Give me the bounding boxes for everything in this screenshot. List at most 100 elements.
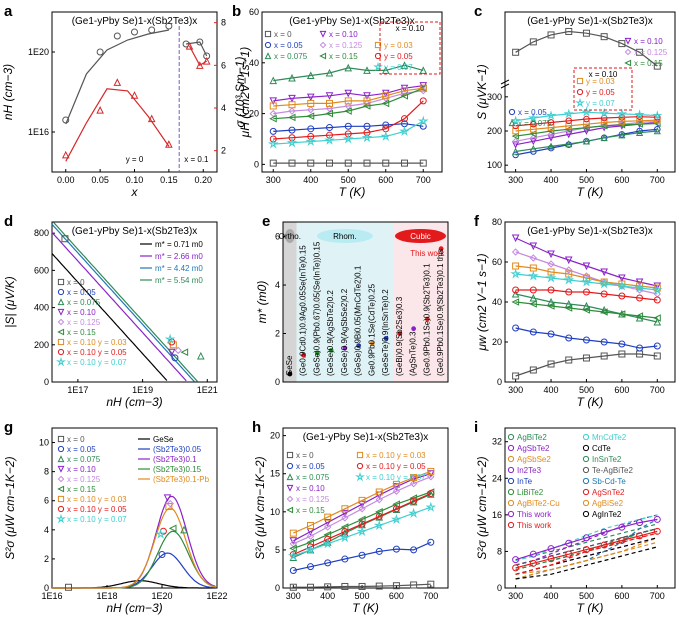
y-tick-label: 4 bbox=[44, 525, 49, 535]
data-point bbox=[409, 475, 418, 484]
mstar-point bbox=[328, 348, 334, 353]
data-point bbox=[582, 262, 591, 271]
x-tick-label: 0.15 bbox=[160, 175, 178, 185]
data-point bbox=[288, 101, 296, 109]
legend-marker bbox=[508, 108, 516, 116]
y-tick-label: 10 bbox=[39, 438, 49, 448]
data-point bbox=[113, 32, 121, 40]
data-point bbox=[634, 109, 645, 119]
data-point bbox=[180, 348, 189, 357]
series-line bbox=[273, 87, 424, 120]
data-point bbox=[130, 91, 139, 99]
data-point bbox=[197, 351, 205, 360]
data-point bbox=[287, 113, 296, 122]
data-point bbox=[530, 120, 537, 128]
series-0 bbox=[62, 22, 173, 125]
fit-line bbox=[65, 29, 170, 125]
data-point bbox=[174, 346, 182, 355]
data-point bbox=[511, 298, 520, 306]
legend-marker bbox=[286, 495, 294, 503]
y-tick-label: 0 bbox=[254, 159, 259, 169]
x-tick-label: 700 bbox=[650, 385, 665, 395]
y-tick-label: 0 bbox=[275, 583, 280, 593]
legend-marker bbox=[356, 462, 364, 470]
legend-label: AgSbSe2 bbox=[517, 455, 551, 464]
series-line bbox=[515, 518, 658, 561]
plot-frame bbox=[261, 11, 443, 173]
data-point bbox=[307, 106, 315, 114]
data-point bbox=[618, 523, 626, 531]
data-point bbox=[582, 546, 590, 554]
data-point bbox=[381, 66, 390, 74]
data-point bbox=[344, 89, 353, 98]
panel-label: f bbox=[474, 213, 480, 230]
data-point bbox=[322, 538, 333, 549]
legend-label: x = 0.10 y = 0.07 bbox=[366, 473, 426, 482]
data-point bbox=[163, 494, 172, 502]
data-point bbox=[600, 122, 608, 130]
x-tick-label: 1E19 bbox=[132, 385, 153, 395]
plot-frame bbox=[51, 221, 218, 383]
data-point bbox=[600, 268, 608, 277]
data-point bbox=[582, 306, 590, 314]
legend-marker bbox=[508, 119, 516, 127]
category-label: (Ge0.9Pb0.1Se)0.9(Sb2Te3)0.1 bbox=[422, 263, 431, 376]
series-5 bbox=[511, 298, 661, 322]
data-point bbox=[358, 505, 366, 513]
category-label: (Ge0.9Cd0.1)0.9Ag0.05Se(InTe)0.15 bbox=[299, 245, 308, 376]
y-axis-label: nH (cm−3) bbox=[1, 64, 15, 120]
mstar-point bbox=[383, 335, 389, 341]
legend-label: Te-AgBiTe2 bbox=[592, 466, 633, 475]
data-point bbox=[618, 118, 626, 125]
series-14 bbox=[515, 546, 658, 580]
data-point bbox=[382, 92, 390, 100]
series-line bbox=[515, 30, 658, 67]
panel-title: (Ge1-yPby Se)1-x(Sb2Te3)x bbox=[527, 16, 653, 27]
data-point bbox=[131, 28, 138, 36]
data-point bbox=[547, 134, 555, 142]
x-tick-label: 1E22 bbox=[206, 591, 227, 601]
legend: AgBiTe2 AgSbTe2 AgSbSe2 In2Te3 InTe LiBiTe2 Ag… bbox=[507, 433, 633, 530]
region-0 bbox=[283, 222, 297, 382]
legend-marker bbox=[57, 308, 65, 316]
panel-label: g bbox=[4, 419, 13, 436]
series-1 bbox=[512, 127, 661, 155]
data-point bbox=[512, 151, 519, 159]
data-point bbox=[342, 133, 354, 144]
data-point bbox=[616, 108, 628, 119]
curve-2 bbox=[51, 223, 195, 383]
series-9 bbox=[515, 528, 658, 571]
series-7 bbox=[510, 106, 663, 126]
series-line bbox=[515, 237, 658, 287]
legend-marker bbox=[57, 445, 65, 453]
data-point bbox=[511, 132, 519, 140]
data-point bbox=[401, 159, 408, 167]
legend-marker bbox=[374, 52, 382, 60]
y-axis-label: S²σ (μW cm−1K−2) bbox=[253, 456, 267, 559]
data-point bbox=[545, 110, 557, 120]
legend-label: x = 0.05 bbox=[67, 288, 96, 297]
data-point bbox=[618, 340, 626, 348]
series-line bbox=[515, 528, 658, 571]
data-point bbox=[547, 360, 555, 368]
x-tick-label: 1E16 bbox=[41, 591, 62, 601]
legend-marker bbox=[507, 521, 515, 529]
legend-label: x = 0.10 y = 0.05 bbox=[67, 505, 127, 514]
series-line bbox=[515, 111, 658, 122]
legend-marker bbox=[57, 505, 65, 513]
legend-label: x = 0.10 bbox=[329, 30, 358, 39]
data-point bbox=[382, 121, 390, 129]
region-label: Ortho. bbox=[279, 232, 301, 241]
data-point bbox=[616, 280, 628, 291]
data-point bbox=[392, 480, 400, 488]
series-line bbox=[515, 122, 658, 137]
data-point bbox=[618, 536, 626, 544]
x-axis-label: nH (cm−3) bbox=[106, 601, 162, 615]
data-point bbox=[427, 580, 435, 588]
y-axis-label: S²σ (μW cm−1K−2) bbox=[3, 456, 17, 559]
legend-label: x = 0.10 y = 0.05 bbox=[366, 462, 426, 471]
data-point bbox=[288, 73, 296, 82]
series-1 bbox=[515, 514, 658, 566]
legend-marker bbox=[575, 97, 585, 108]
data-point bbox=[362, 102, 371, 110]
